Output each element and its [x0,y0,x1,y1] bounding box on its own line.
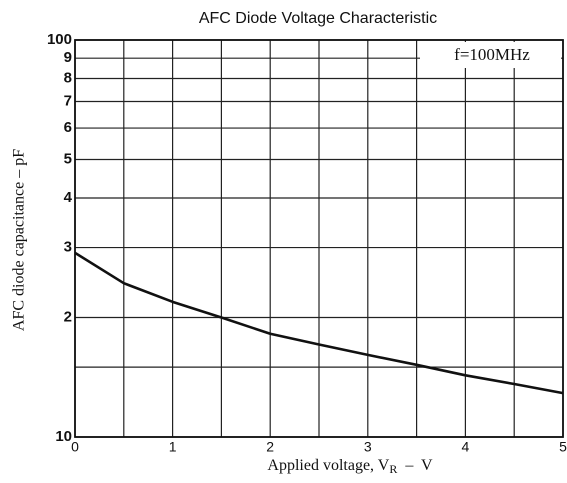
y-axis-label: AFC diode capacitance – pF [11,149,28,331]
chart-title: AFC Diode Voltage Characteristic [199,10,437,27]
y-tick-label: 7 [64,92,72,109]
annotation-box [420,42,561,68]
plot-frame [74,39,564,438]
annotation: f=100MHz [454,45,530,64]
data-line [74,251,564,395]
x-tick-label: 5 [559,439,567,455]
y-tick-label: 9 [64,49,72,66]
y-tick-label: 100 [47,31,72,48]
x-axis-label: Applied voltage, VR – V [267,457,433,476]
y-tick-label: 3 [64,239,72,256]
x-axis-label-sub: R [389,462,397,476]
y-tick-label: 6 [64,119,72,136]
x-tick-label: 4 [462,439,470,455]
x-tick-label: 3 [364,439,372,455]
x-axis-label-tail: – V [397,457,433,474]
y-tick-label: 4 [64,189,73,206]
y-tick-label: 5 [64,150,72,167]
x-tick-label: 0 [71,439,79,455]
y-tick-label: 2 [64,308,72,325]
y-tick-label: 10 [55,428,72,445]
x-tick-label: 2 [266,439,274,455]
x-axis-label-main: Applied voltage, V [267,457,389,474]
x-tick-label: 1 [169,439,177,455]
y-tick-label: 8 [64,69,72,86]
